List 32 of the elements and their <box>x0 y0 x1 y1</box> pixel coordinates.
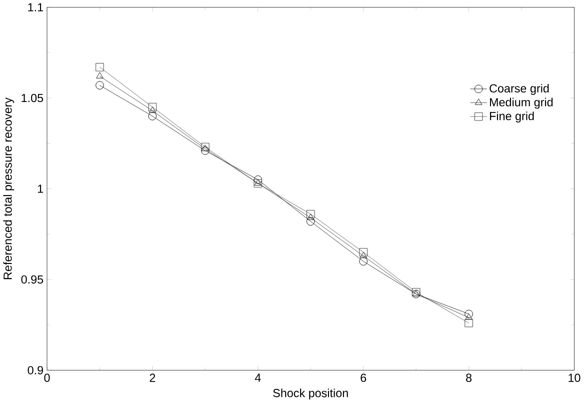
y-tick-label: 0.95 <box>21 275 44 284</box>
y-tick-label: 1.1 <box>28 3 44 12</box>
y-axis-title: Referenced total pressure recovery <box>3 98 14 280</box>
y-tick-label: 1.05 <box>22 94 44 102</box>
legend-label: Coarse grid <box>490 84 549 95</box>
point <box>359 248 368 257</box>
point <box>201 146 210 155</box>
point <box>148 106 156 114</box>
x-tick-label: 10 <box>568 374 580 382</box>
point <box>96 72 104 79</box>
point <box>464 310 473 318</box>
point <box>254 176 262 184</box>
point <box>96 81 104 90</box>
point <box>307 214 314 220</box>
legend-label: Fine grid <box>490 112 534 123</box>
x-tick-label: 6 <box>360 374 366 382</box>
x-axis-title: Shock position <box>273 388 348 400</box>
point <box>359 257 368 266</box>
point <box>96 63 104 72</box>
x-tick-label: 8 <box>466 374 472 382</box>
point <box>148 112 157 120</box>
legend-label: Medium grid <box>490 98 553 109</box>
point <box>148 103 157 112</box>
x-tick-label: 2 <box>150 374 156 382</box>
point <box>465 314 472 320</box>
x-tick-label: 0 <box>44 374 50 382</box>
point <box>306 210 315 218</box>
y-tick-label: 0.9 <box>28 366 44 374</box>
point <box>360 252 367 258</box>
x-tick-label: 4 <box>254 374 261 382</box>
y-tick-label: 1 <box>38 184 44 193</box>
point <box>464 319 473 328</box>
